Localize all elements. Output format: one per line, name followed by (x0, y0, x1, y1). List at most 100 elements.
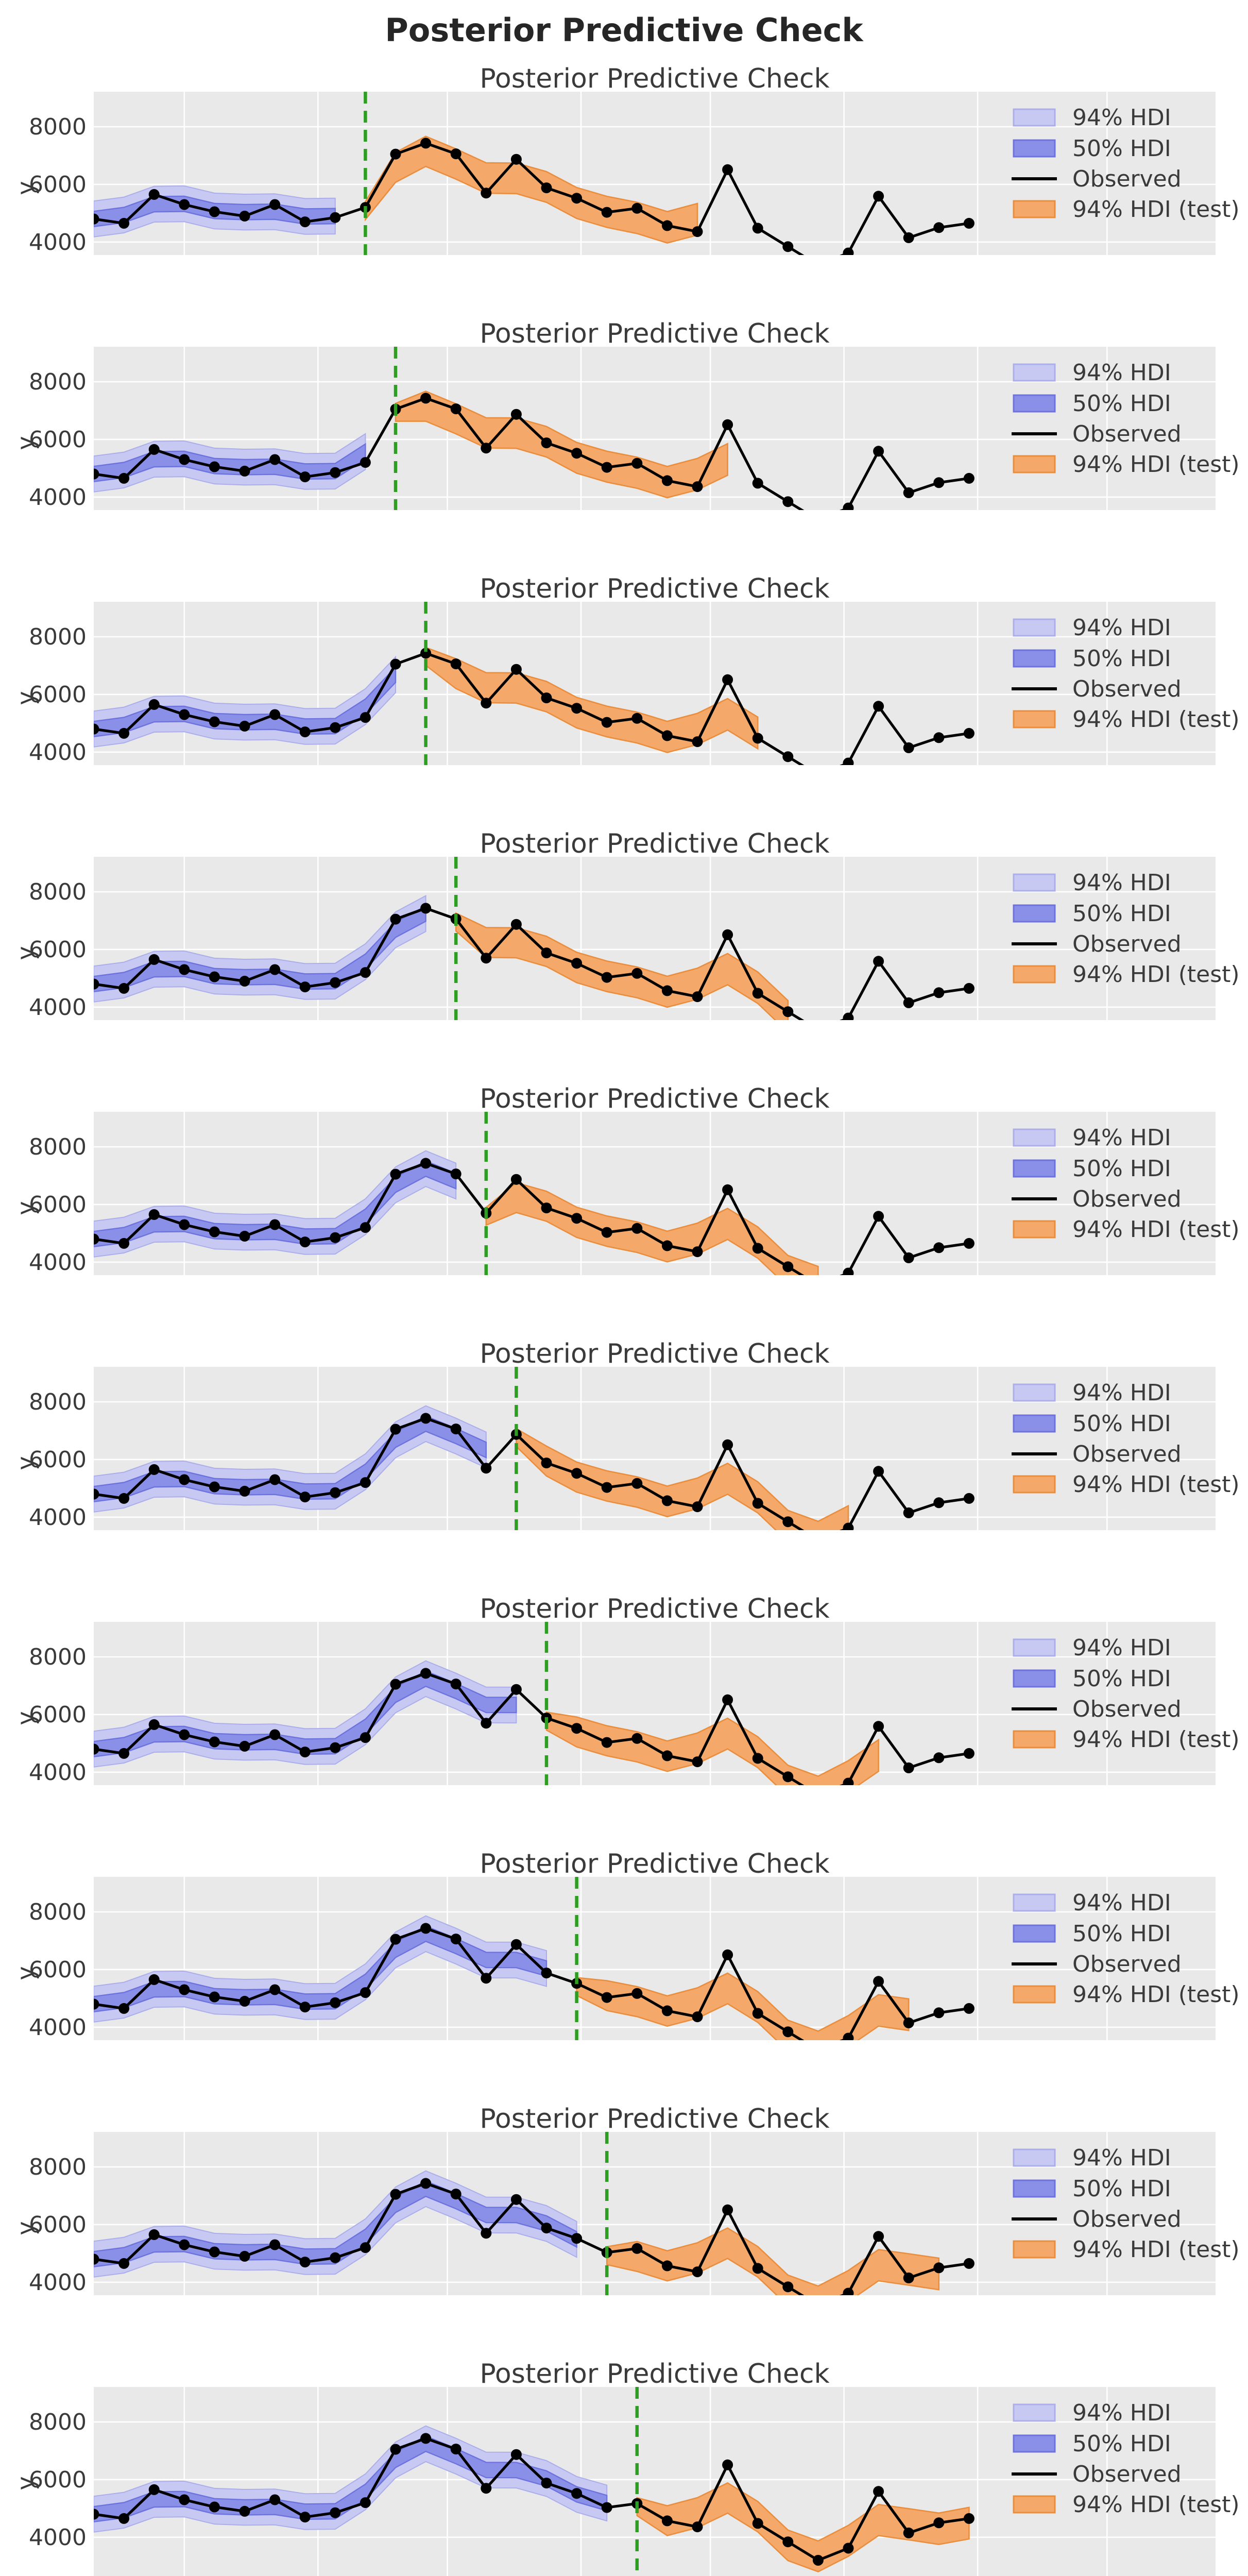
y-axis-label: y (12, 2476, 40, 2490)
observed-point (481, 443, 492, 454)
observed-point (239, 465, 250, 477)
observed-point (843, 1777, 854, 1785)
observed-point (541, 2478, 552, 2489)
observed-point (661, 2515, 673, 2527)
observed-point (782, 2536, 794, 2548)
legend: 94% HDI 50% HDI Observed 94% HDI (test) (1012, 2145, 1240, 2263)
observed-point (541, 437, 552, 449)
observed-point (692, 1756, 703, 1768)
observed-point (390, 1679, 401, 1690)
y-tick-label: 6000 (29, 1447, 87, 1473)
observed-markers (94, 2178, 975, 2295)
subplot-9: Posterior Predictive Check800060004000yd… (12, 2104, 1240, 2295)
observed-markers (94, 138, 975, 255)
legend-label: Observed (1072, 1441, 1182, 1467)
observed-point (843, 247, 854, 255)
observed-point (420, 1668, 432, 1679)
observed-point (481, 2483, 492, 2494)
observed-point (692, 1246, 703, 1258)
observed-point (510, 1684, 522, 1695)
observed-point (692, 2266, 703, 2278)
observed-point (450, 1168, 461, 1180)
legend: 94% HDI 50% HDI Observed 94% HDI (test) (1012, 615, 1240, 733)
observed-point (118, 2258, 130, 2269)
observed-point (661, 220, 673, 231)
y-tick-label: 8000 (29, 624, 87, 650)
observed-point (782, 2026, 794, 2038)
legend-label: 50% HDI (1072, 1411, 1171, 1437)
observed-point (661, 1240, 673, 1251)
observed-point (94, 1998, 99, 2010)
observed-point (510, 919, 522, 930)
observed-point (843, 1012, 854, 1020)
subplot-title: Posterior Predictive Check (480, 1338, 829, 1369)
legend-label: Observed (1072, 166, 1182, 192)
observed-point (782, 241, 794, 252)
observed-point (390, 658, 401, 670)
observed-point (963, 2513, 975, 2524)
legend-label: 50% HDI (1072, 1921, 1171, 1947)
observed-markers (94, 1923, 975, 2040)
legend-swatch-2 (1013, 1159, 1056, 1178)
observed-point (420, 1413, 432, 1424)
observed-point (631, 1478, 643, 1489)
y-tick-label: 6000 (29, 2212, 87, 2238)
observed-point (118, 472, 130, 484)
observed-point (481, 953, 492, 964)
observed-point (541, 1202, 552, 1214)
observed-point (903, 2527, 914, 2538)
observed-point (571, 958, 583, 969)
gridlines (94, 857, 1216, 1020)
observed-point (330, 977, 341, 988)
legend-swatch-4 (1013, 1475, 1056, 1494)
y-tick-label: 4000 (29, 1759, 87, 1785)
observed-point (752, 478, 763, 489)
observed-point (571, 448, 583, 459)
legend-label: 94% HDI (test) (1072, 1726, 1240, 1753)
legend-swatch-4 (1013, 2240, 1056, 2259)
observed-point (541, 1458, 552, 1469)
observed-point (94, 2253, 99, 2265)
observed-point (450, 1934, 461, 1945)
legend-label: Observed (1072, 2206, 1182, 2232)
observed-point (148, 699, 160, 710)
observed-point (269, 1729, 281, 1740)
subplot-10: Posterior Predictive Check800060004000y2… (12, 2359, 1240, 2576)
legend-label: 94% HDI (1072, 1380, 1171, 1406)
y-tick-label: 4000 (29, 739, 87, 765)
legend-label: 94% HDI (test) (1072, 451, 1240, 478)
observed-point (360, 1222, 371, 1233)
hdi-50-band (94, 905, 426, 993)
legend-swatch-2 (1013, 2434, 1056, 2453)
observed-point (94, 213, 99, 225)
hdi-94-test-band (425, 646, 759, 753)
gridlines (94, 92, 1216, 255)
legend-label: 94% HDI (test) (1072, 196, 1240, 223)
legend-swatch-1 (1013, 1893, 1056, 1912)
observed-point (752, 223, 763, 234)
observed-point (933, 1242, 945, 1253)
legend-label: 94% HDI (test) (1072, 961, 1240, 988)
legend-swatch-4 (1013, 1220, 1056, 1239)
subplot-7: Posterior Predictive Check800060004000yd… (12, 1594, 1240, 1785)
observed-point (390, 2444, 401, 2455)
observed-point (118, 2513, 130, 2524)
observed-point (903, 1507, 914, 1518)
legend-swatch-4 (1013, 2495, 1056, 2514)
observed-point (510, 2449, 522, 2460)
y-tick-label: 4000 (29, 2014, 87, 2040)
y-axis-label: y (12, 436, 40, 450)
observed-markers (94, 1413, 975, 1530)
y-tick-label: 6000 (29, 1192, 87, 1218)
observed-point (873, 1976, 884, 1987)
observed-point (873, 1466, 884, 1477)
observed-point (450, 2189, 461, 2200)
observed-point (571, 2233, 583, 2244)
observed-point (541, 182, 552, 194)
observed-markers (94, 1158, 975, 1275)
observed-point (179, 2494, 190, 2505)
observed-point (179, 199, 190, 210)
legend: 94% HDI 50% HDI Observed 94% HDI (test) (1012, 1635, 1240, 1753)
legend-label: 94% HDI (test) (1072, 2236, 1240, 2263)
observed-point (209, 2501, 220, 2513)
